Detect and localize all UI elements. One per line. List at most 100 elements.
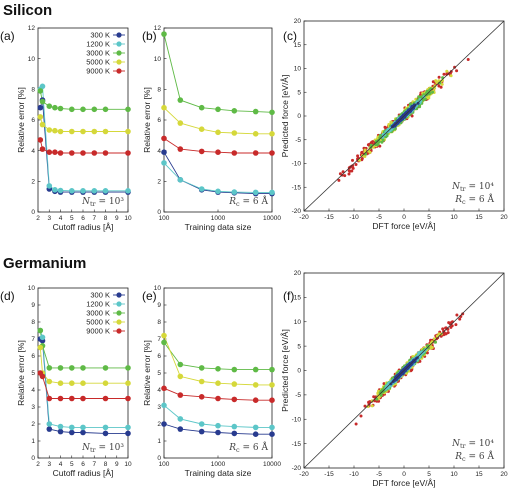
data-point [57,187,64,194]
scatter-point [348,169,352,173]
panel-c: -20 -15 -10 -5 0 5 10 15 20 -20 -15 -10 -5 0 5 10 15 20 DF… [280,18,508,231]
data-point [161,332,167,339]
x-tick-label: 8 [104,215,108,222]
data-point [198,428,205,435]
scatter-point [359,414,363,418]
scatter-point [466,58,470,61]
scatter-point [389,382,393,386]
data-point [46,183,53,189]
x-tick-label: 5 [427,471,431,478]
data-point [46,127,53,133]
data-point [80,106,86,113]
scatter-point [338,172,342,176]
data-point [69,429,75,436]
data-point [177,97,184,103]
scatter-point [354,163,358,166]
y-tick-label: 5 [157,370,161,377]
scatter-point [416,101,420,105]
scatter-point [439,334,443,338]
y-tick-label: 0 [297,113,301,120]
data-point [69,395,75,402]
annotation: Rc = 6 Å [454,193,494,206]
scatter-point [382,382,386,386]
annotation: Ntr = 10⁴ [451,439,494,450]
data-point [80,395,86,402]
data-point [252,431,259,438]
x-tick-label: 15 [475,214,483,221]
data-point [231,189,238,195]
x-tick-label: 9 [115,461,119,468]
data-point [52,104,58,111]
scatter-point [381,138,385,142]
data-point [215,129,221,136]
scatter-point [454,323,458,327]
data-point [215,429,221,436]
data-point [39,121,46,128]
y-tick-label: -15 [292,184,302,191]
data-point [177,361,184,368]
data-point [252,397,259,404]
data-point [39,334,46,341]
x-tick-label: 10 [124,215,132,222]
y-tick-label: 7 [157,336,161,343]
x-tick-label: 0 [402,214,406,221]
scatter-point [461,312,465,316]
scatter-point [440,82,444,86]
x-tick-label: 15 [475,471,483,478]
y-tick-label: 5 [31,370,35,377]
data-point [91,188,98,194]
y-tick-label: 2 [31,421,35,428]
scatter-point [379,393,383,397]
data-point [215,188,221,195]
series-line [39,90,128,110]
data-point [177,373,184,380]
scatter-point [434,340,437,344]
scatter-point [377,399,381,403]
legend-marker [116,301,122,307]
x-tick-label: -20 [299,471,309,478]
annotation: Rc = 6 Å [228,195,268,208]
scatter-point [447,321,451,325]
data-point [252,424,259,431]
data-point [125,380,131,387]
x-axis-label: DFT force [eV/Å] [372,478,435,488]
series-line [39,99,128,193]
data-point [102,188,109,194]
x-tick-label: 10 [450,471,458,478]
data-point [52,187,58,193]
scatter-point [437,332,441,336]
scatter-point [354,422,358,426]
data-point [57,428,64,435]
scatter-point [375,397,379,401]
scatter-point [422,350,426,354]
scatter-point [392,379,396,383]
x-tick-label: -20 [299,214,309,221]
data-point [161,104,167,111]
y-tick-label: 5 [297,343,301,350]
scatter-point [450,324,454,328]
y-tick-label: 0 [297,368,301,375]
scatter-point [453,65,457,69]
scatter-point [441,327,445,331]
x-tick-label: 10000 [263,215,281,222]
y-tick-label: 2 [31,179,35,186]
data-point [46,395,53,402]
scatter-point [442,72,446,76]
scatter-point [434,79,438,83]
panel-label: (d) [0,289,15,303]
data-point [46,103,53,109]
panel-label: (e) [142,289,157,303]
y-tick-label: 0 [157,455,161,462]
data-point [57,423,64,430]
data-point [46,421,53,427]
data-point [269,189,275,196]
x-tick-label: 1000 [211,461,226,468]
y-tick-label: 10 [154,56,162,63]
data-point [231,130,238,136]
scatter-point [431,80,435,84]
legend-label: 1200 K [86,300,110,309]
data-point [198,378,205,385]
annotation: Ntr = 10⁴ [451,182,494,193]
